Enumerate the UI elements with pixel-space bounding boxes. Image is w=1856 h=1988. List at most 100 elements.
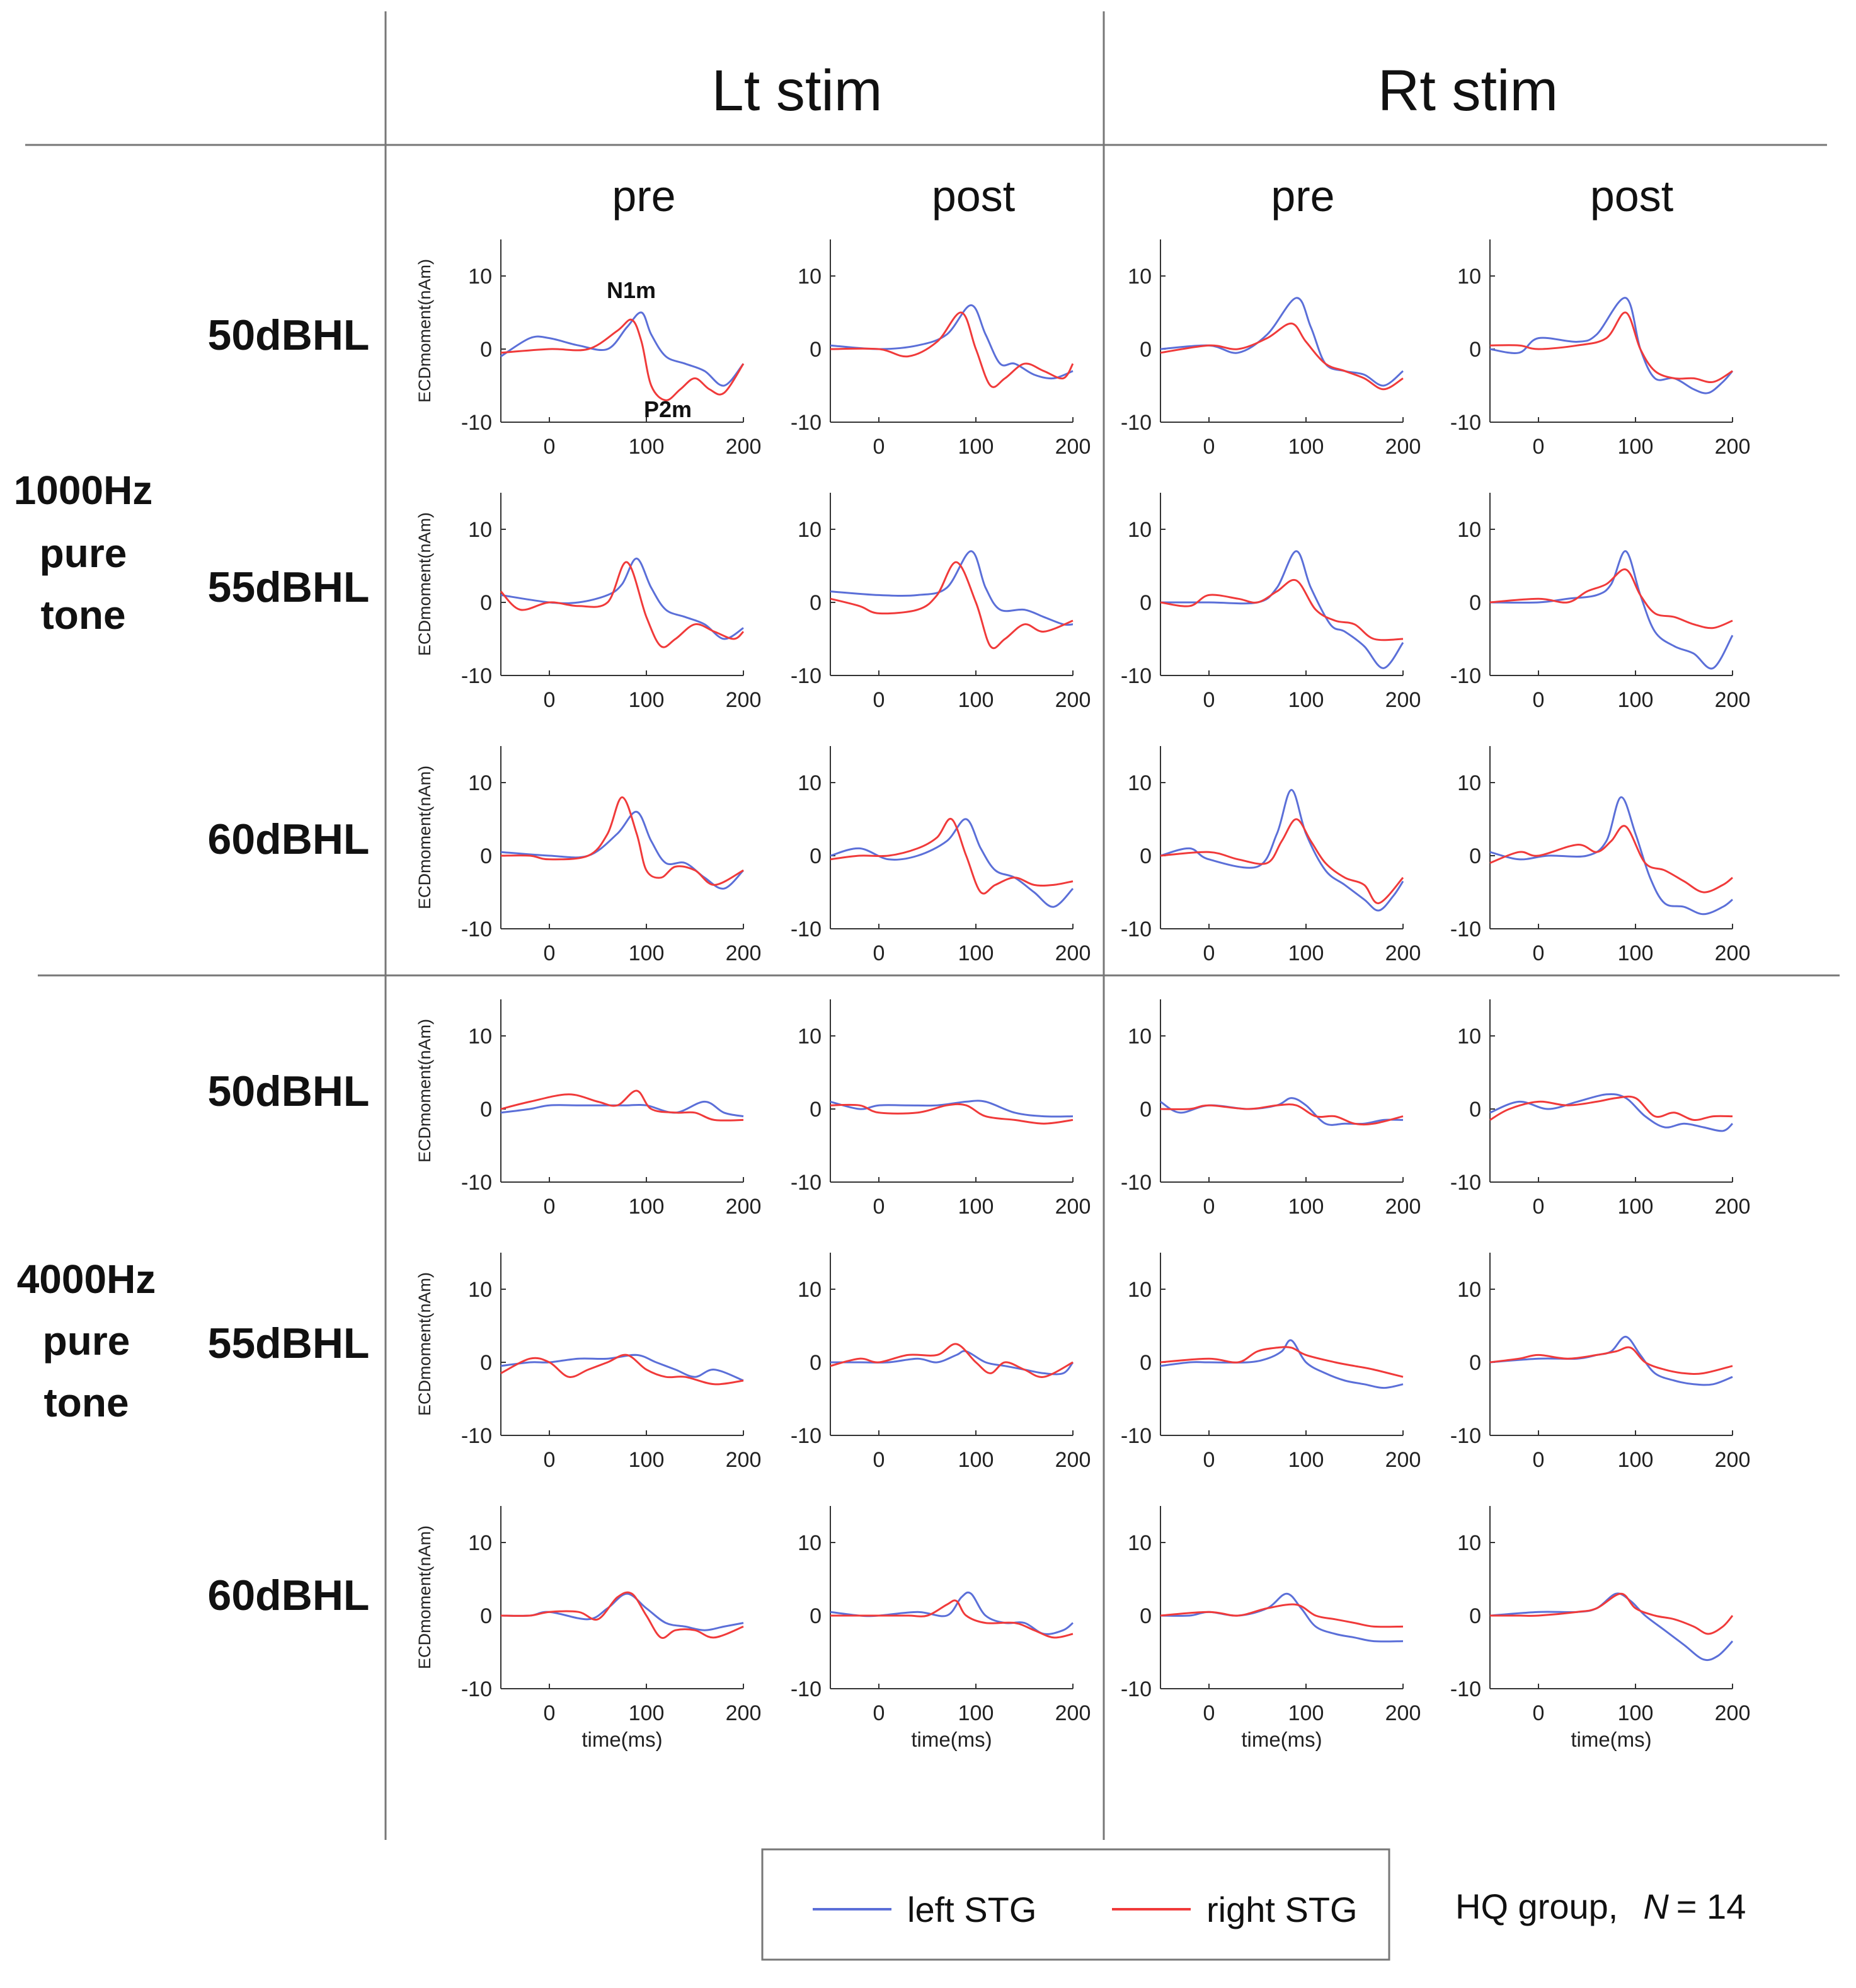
- y-tick-label: 10: [1457, 1025, 1481, 1049]
- group-note: HQ group, N = 14: [1455, 1887, 1746, 1926]
- x-tick-label: 200: [1385, 435, 1421, 459]
- x-tick-label: 200: [1385, 1195, 1421, 1219]
- x-tick-label: 0: [544, 435, 556, 459]
- series-left-stg: [830, 1591, 1074, 1635]
- x-tick-label: 100: [958, 941, 994, 965]
- y-tick-label: 0: [480, 1604, 492, 1628]
- x-tick-label: 200: [1055, 941, 1091, 965]
- x-tick-label: 100: [1288, 688, 1324, 712]
- x-tick-label: 200: [1055, 1195, 1091, 1219]
- x-tick-label: 200: [1385, 1701, 1421, 1725]
- y-tick-label: 0: [480, 844, 492, 868]
- x-tick-label: 0: [544, 941, 556, 965]
- group-label-1000hz-line3: tone: [40, 592, 125, 638]
- x-tick-label: 0: [1533, 941, 1545, 965]
- y-tick-label: 0: [1140, 1098, 1152, 1122]
- series-right-stg: [500, 1353, 744, 1386]
- series-left-stg: [1489, 1093, 1734, 1132]
- y-tick-label: -10: [791, 917, 822, 941]
- y-tick-label: 0: [480, 1098, 492, 1122]
- y-tick-label: -10: [791, 664, 822, 688]
- series-left-stg: [1160, 1097, 1404, 1126]
- y-tick-label: 0: [1140, 844, 1152, 868]
- x-tick-label: 0: [544, 1448, 556, 1472]
- x-tick-label: 100: [1618, 435, 1654, 459]
- y-tick-label: -10: [1450, 664, 1481, 688]
- y-tick-label: -10: [1121, 1424, 1152, 1448]
- y-tick-label: -10: [791, 1424, 822, 1448]
- x-tick-label: 200: [1385, 1448, 1421, 1472]
- x-tick-label: 200: [1715, 1195, 1751, 1219]
- y-tick-label: 0: [810, 338, 822, 362]
- x-tick-label: 100: [1288, 435, 1324, 459]
- row-label-1000hz-60db: 60dBHL: [208, 815, 370, 863]
- series-right-stg: [830, 311, 1074, 388]
- x-tick-label: 0: [1203, 941, 1215, 965]
- y-tick-label: 0: [1469, 591, 1481, 615]
- y-axis-label: ECDmoment(nAm): [415, 512, 434, 656]
- x-tick-label: 0: [1533, 1448, 1545, 1472]
- series-left-stg: [830, 304, 1074, 380]
- series-right-stg: [500, 1089, 744, 1122]
- y-tick-label: 10: [798, 1278, 822, 1302]
- x-tick-label: 0: [873, 941, 885, 965]
- series-left-stg: [1160, 550, 1404, 669]
- y-tick-label: 10: [1457, 265, 1481, 289]
- y-tick-label: -10: [1450, 1424, 1481, 1448]
- y-tick-label: -10: [461, 411, 492, 435]
- legend-box: [761, 1848, 1390, 1961]
- y-axis-label: ECDmoment(nAm): [415, 1525, 434, 1669]
- y-tick-label: 10: [468, 771, 492, 795]
- y-tick-label: -10: [1450, 1677, 1481, 1701]
- x-tick-label: 200: [1055, 435, 1091, 459]
- y-tick-label: -10: [461, 917, 492, 941]
- series-right-stg: [1160, 818, 1404, 904]
- x-tick-label: 0: [544, 1701, 556, 1725]
- series-left-stg: [500, 1100, 744, 1118]
- x-tick-label: 100: [1288, 1195, 1324, 1219]
- y-tick-label: 0: [480, 591, 492, 615]
- x-tick-label: 0: [873, 1448, 885, 1472]
- x-tick-label: 0: [1203, 435, 1215, 459]
- group-label-4000hz-line2: pure: [43, 1318, 130, 1364]
- series-right-stg: [1489, 568, 1733, 629]
- sub-col-header-lt-post: post: [932, 171, 1015, 221]
- x-tick-label: 200: [1715, 435, 1751, 459]
- sub-col-header-rt-pre: pre: [1271, 171, 1334, 221]
- y-tick-label: 10: [798, 771, 822, 795]
- y-tick-label: 10: [1128, 518, 1152, 542]
- y-tick-label: -10: [1121, 917, 1152, 941]
- x-tick-label: 0: [1533, 1701, 1545, 1725]
- series-left-stg: [500, 1592, 744, 1631]
- x-tick-label: 100: [958, 688, 994, 712]
- y-axis-label: ECDmoment(nAm): [415, 766, 434, 909]
- x-tick-label: 200: [1715, 941, 1751, 965]
- row-label-1000hz-55db: 55dBHL: [208, 563, 370, 611]
- x-tick-label: 200: [1715, 688, 1751, 712]
- x-tick-label: 100: [1618, 688, 1654, 712]
- series-right-stg: [1160, 578, 1404, 641]
- group-note-n-value: = 14: [1676, 1887, 1746, 1926]
- y-tick-label: -10: [791, 1171, 822, 1195]
- y-tick-label: 0: [480, 1351, 492, 1375]
- series-left-stg: [1160, 297, 1404, 387]
- y-tick-label: -10: [461, 1677, 492, 1701]
- y-tick-label: 10: [798, 265, 822, 289]
- series-left-stg: [1489, 1335, 1733, 1386]
- x-tick-label: 200: [726, 435, 762, 459]
- series-right-stg: [500, 1591, 744, 1639]
- sub-col-header-rt-post: post: [1590, 171, 1673, 221]
- x-tick-label: 200: [726, 1448, 762, 1472]
- y-tick-label: 10: [1128, 265, 1152, 289]
- series-right-stg: [1489, 1346, 1733, 1375]
- x-tick-label: 200: [726, 941, 762, 965]
